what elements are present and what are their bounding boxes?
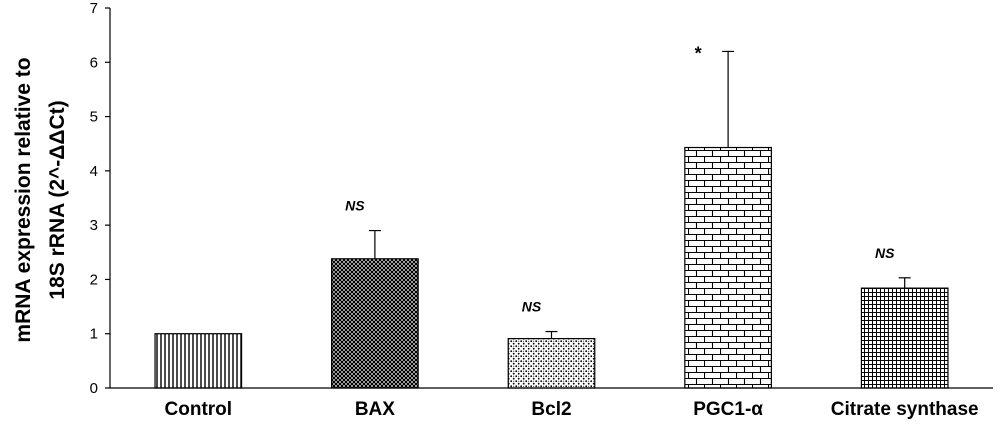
bar: [154, 333, 243, 389]
significance-label: NS: [522, 299, 542, 315]
y-axis-ticks: 0 1 2 3 4 5 6 7: [90, 0, 110, 397]
y-tick-label: 1: [90, 326, 98, 343]
x-category-label: Bcl2: [531, 399, 571, 420]
significance-label: NS: [875, 245, 895, 261]
significance-label: *: [695, 43, 702, 63]
y-tick-label: 7: [90, 0, 98, 17]
bar: [860, 287, 949, 389]
x-category-label: Citrate synthase: [831, 399, 979, 420]
y-tick-label: 6: [90, 54, 98, 71]
x-category-label: Control: [165, 399, 233, 420]
error-bars: [368, 50, 911, 339]
bars: [154, 146, 949, 389]
significance-annotations: NS NS * NS: [345, 43, 895, 314]
bar: [507, 338, 596, 389]
x-category-label: PGC1-α: [693, 399, 763, 420]
x-category-label: BAX: [355, 399, 395, 420]
x-axis-category-labels: Control BAX Bcl2 PGC1-α Citrate synthase: [165, 399, 979, 420]
y-axis-title-line2: 18S rRNA (2^-ΔΔCt): [46, 100, 69, 299]
y-tick-label: 3: [90, 217, 98, 234]
bar: [331, 258, 419, 389]
bar: [684, 146, 772, 389]
y-tick-label: 2: [90, 271, 98, 288]
y-tick-label: 0: [90, 380, 98, 397]
y-tick-label: 4: [90, 163, 98, 180]
y-tick-label: 5: [90, 109, 98, 126]
significance-label: NS: [345, 198, 365, 214]
y-axis-title-line1: mRNA expression relative to: [12, 57, 35, 342]
